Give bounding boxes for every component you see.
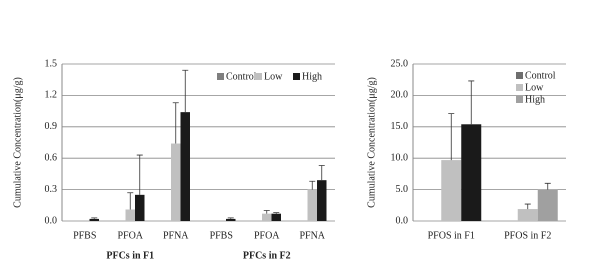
y-axis-label: Cumulative Concentration(μg/g) [12, 77, 23, 208]
x-tick-label: PFBS [73, 230, 96, 241]
error-bar [91, 217, 98, 219]
y-tick-label: 5.0 [396, 184, 409, 195]
y-tick-label: 0.9 [45, 121, 58, 132]
group-label: PFCs in F2 [243, 250, 291, 261]
error-bar [468, 80, 475, 125]
bar [135, 194, 145, 221]
legend-label: Low [525, 82, 544, 93]
bar [125, 209, 135, 221]
error-bar [309, 180, 316, 190]
legend-swatch [217, 73, 224, 80]
legend-label: High [302, 71, 322, 82]
error-bar [127, 192, 134, 210]
legend-label: Control [226, 71, 257, 82]
x-tick-label: PFOS in F1 [428, 230, 475, 241]
error-bar [136, 154, 143, 195]
error-bar [263, 210, 270, 214]
legend-label: Low [264, 71, 283, 82]
y-tick-label: 0.0 [45, 215, 58, 226]
error-bar [172, 102, 179, 144]
legend-label: Control [525, 70, 556, 81]
y-tick-label: 10.0 [391, 152, 409, 163]
y-axis-label: Cumulative Concentration(μg/g) [366, 77, 377, 208]
error-bar [227, 217, 234, 219]
bar [517, 209, 538, 221]
y-tick-label: 0.0 [396, 215, 409, 226]
bar [226, 218, 236, 221]
y-tick-label: 20.0 [391, 90, 409, 101]
bar [271, 213, 281, 221]
bar [441, 160, 462, 221]
x-tick-label: PFOA [254, 230, 280, 241]
bar [307, 189, 317, 221]
legend-swatch [293, 73, 300, 80]
x-tick-label: PFBS [210, 230, 233, 241]
x-tick-label: PFOS in F2 [504, 230, 551, 241]
bar [180, 112, 190, 221]
bar [537, 189, 558, 221]
x-tick-label: PFOA [117, 230, 143, 241]
bar [89, 218, 99, 221]
legend-swatch [516, 96, 523, 103]
error-bar [448, 113, 455, 161]
error-bar [318, 165, 325, 181]
bar [171, 143, 181, 221]
y-tick-label: 15.0 [391, 121, 409, 132]
error-bar [273, 212, 280, 214]
y-tick-label: 0.6 [45, 152, 58, 163]
x-tick-label: PFNA [299, 230, 325, 241]
legend-label: High [525, 94, 545, 105]
y-tick-label: 25.0 [391, 58, 409, 69]
legend-swatch [255, 73, 262, 80]
y-tick-label: 1.5 [45, 58, 58, 69]
x-tick-label: PFNA [163, 230, 189, 241]
bar [461, 124, 482, 221]
bar [317, 180, 327, 221]
group-label: PFCs in F1 [106, 250, 154, 261]
error-bar [544, 182, 551, 190]
error-bar [524, 203, 531, 210]
error-bar [182, 69, 189, 113]
y-tick-label: 1.2 [45, 90, 58, 101]
legend-swatch [516, 84, 523, 91]
bar [262, 213, 272, 221]
y-tick-label: 0.3 [45, 184, 58, 195]
legend-swatch [516, 72, 523, 79]
